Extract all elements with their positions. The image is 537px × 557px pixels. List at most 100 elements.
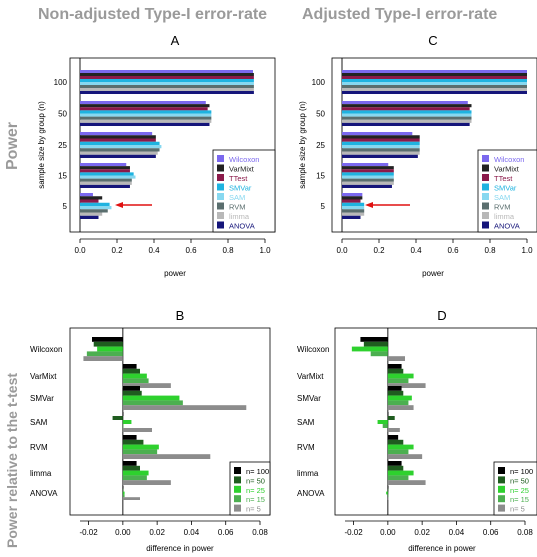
category-label: 15 — [316, 172, 325, 181]
panel-title-a: A — [171, 33, 180, 48]
panel-title-c: C — [428, 33, 437, 48]
legend-label: ANOVA — [229, 222, 255, 231]
bar-d-n25 — [387, 444, 414, 450]
legend-label: SAM — [494, 193, 510, 202]
legend-label: RVM — [229, 203, 246, 212]
x-axis-title: difference in power — [146, 544, 214, 553]
bar-a-ttest — [80, 199, 99, 203]
bar-c-varmixt — [342, 104, 472, 108]
panel-frame-c — [331, 57, 537, 233]
bar-a-rvm — [80, 209, 108, 213]
legend-swatch — [482, 221, 489, 229]
bar-d-n5 — [387, 405, 414, 410]
legend-swatch — [234, 504, 241, 512]
bar-a-sam — [80, 82, 254, 85]
x-tick-label: 1.0 — [521, 246, 533, 255]
legend-label: n= 15 — [510, 495, 529, 504]
category-label: 25 — [316, 141, 325, 150]
x-tick-label: 0.6 — [447, 246, 459, 255]
bar-d-n5 — [387, 428, 400, 432]
bar-d-n25 — [387, 395, 412, 401]
bar-a-wilcoxon — [80, 193, 93, 197]
category-label: Wilcoxon — [30, 345, 62, 354]
bar-b-n15 — [86, 351, 123, 357]
bar-b-n15 — [122, 424, 124, 428]
bar-a-rvm — [80, 148, 160, 152]
bar-c-anova — [342, 122, 470, 126]
bar-d-n50 — [387, 488, 389, 492]
bar-a-wilcoxon — [80, 163, 127, 167]
legend-swatch — [217, 164, 224, 172]
bar-d-n15 — [387, 475, 409, 481]
x-tick-label: 0.8 — [222, 246, 234, 255]
bar-c-sam — [342, 82, 527, 85]
legend-label: n= 15 — [246, 495, 265, 504]
bar-d-n50 — [387, 439, 404, 445]
bar-d-n5 — [387, 454, 423, 459]
bar-d-n100 — [387, 386, 402, 391]
legend-label: n= 5 — [246, 505, 261, 514]
bar-d-n5 — [387, 497, 389, 500]
legend-label: SAM — [229, 193, 245, 202]
bar-a-sam — [80, 145, 162, 149]
bar-a-anova — [80, 154, 156, 158]
bar-a-anova — [80, 122, 210, 126]
bar-c-sam — [342, 113, 472, 117]
bar-d-n50 — [387, 465, 404, 471]
x-tick-label: 0.06 — [218, 528, 234, 537]
bar-b-n50 — [122, 488, 124, 492]
bar-b-n15 — [122, 494, 125, 498]
bar-d-n5 — [387, 356, 405, 361]
bar-a-rvm — [80, 178, 132, 182]
legend-label: limma — [229, 212, 250, 221]
bar-b-n15 — [122, 378, 149, 384]
bar-c-sam — [342, 145, 420, 149]
bar-c-sam — [342, 175, 394, 179]
legend-swatch — [217, 183, 224, 191]
bar-c-rvm — [342, 85, 527, 88]
bar-c-limma — [342, 119, 472, 123]
legend-box — [477, 149, 537, 233]
bar-c-rvm — [342, 148, 420, 152]
legend-swatch — [234, 467, 241, 474]
bar-d-n25 — [386, 491, 388, 495]
bar-d-n5 — [387, 480, 426, 485]
bar-b-n5 — [122, 383, 171, 388]
bar-d-n50 — [387, 416, 395, 420]
bar-a-smvar — [80, 172, 134, 176]
bar-a-rvm — [80, 85, 254, 88]
category-label: 5 — [321, 202, 326, 211]
legend-swatch — [498, 467, 505, 474]
x-tick-label: 1.0 — [259, 246, 271, 255]
bar-b-n50 — [112, 416, 123, 420]
bar-a-sam — [80, 113, 212, 117]
bar-a-wilcoxon — [80, 70, 253, 73]
legend-swatch — [482, 193, 489, 200]
bar-b-n100 — [92, 337, 123, 342]
legend-swatch — [217, 155, 224, 162]
bar-a-sam — [80, 206, 112, 210]
category-label: limma — [297, 469, 319, 478]
bar-d-n50 — [387, 368, 404, 374]
legend-swatch — [498, 495, 505, 503]
legend-swatch — [482, 183, 489, 191]
x-tick-label: 0.08 — [517, 528, 533, 537]
legend-swatch — [217, 221, 224, 229]
bar-d-n25 — [387, 470, 414, 476]
bar-b-n50 — [93, 341, 123, 347]
category-label: 5 — [63, 202, 68, 211]
legend-label: TTest — [494, 174, 513, 183]
category-label: 50 — [58, 110, 67, 119]
bar-b-n50 — [122, 368, 140, 374]
bar-a-wilcoxon — [80, 132, 153, 136]
legend-label: TTest — [229, 174, 248, 183]
legend-swatch — [482, 202, 489, 210]
category-label: 100 — [54, 78, 68, 87]
bar-a-limma — [80, 181, 132, 185]
bar-c-smvar — [342, 79, 527, 82]
category-label: SAM — [30, 418, 48, 427]
bar-c-anova — [342, 91, 527, 94]
annotation-arrowhead — [115, 202, 123, 208]
category-label: SMVar — [297, 394, 321, 403]
bar-d-n15 — [387, 449, 409, 455]
